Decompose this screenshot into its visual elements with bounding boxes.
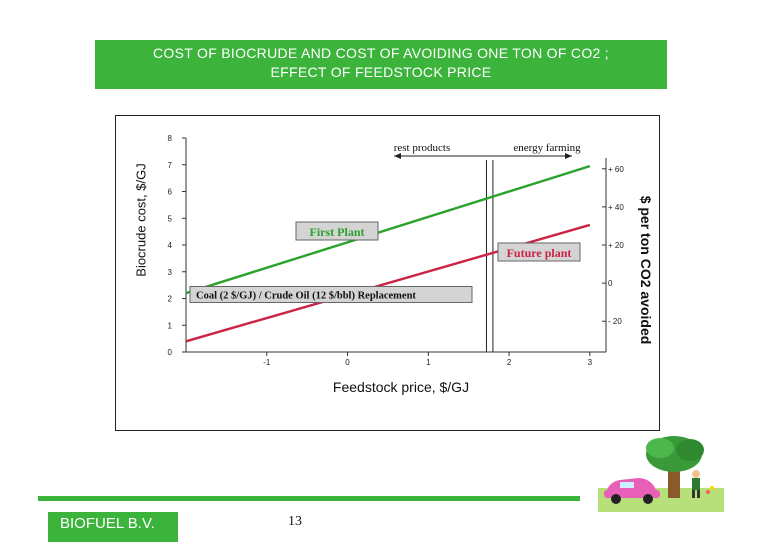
y-tick-label: 2: [168, 295, 173, 304]
y2-tick-label: - 20: [608, 317, 622, 326]
reference-label-box: [189, 285, 473, 303]
title-line-2: EFFECT OF FEEDSTOCK PRICE: [270, 64, 492, 80]
y-tick-label: 4: [168, 241, 173, 250]
series-label-future-plant: Future plant: [507, 246, 572, 260]
company-name: BIOFUEL B.V.: [48, 512, 178, 542]
car-and-tree-clipart-icon: [598, 432, 724, 512]
y-tick-label: 8: [168, 134, 173, 143]
region-label-rest-products: rest products: [394, 142, 451, 154]
series-line-future-plant: [185, 223, 591, 343]
y2-tick-label: + 40: [608, 203, 624, 212]
y-axis-label: Biocrude cost, $/GJ: [133, 163, 149, 277]
series-line-first-plant: [185, 164, 591, 295]
x-tick-label: 0: [345, 358, 350, 367]
y2-tick-label: 0: [608, 279, 613, 288]
region-label-energy-farming: energy farming: [513, 142, 581, 154]
reference-label: Coal (2 $/GJ) / Crude Oil (12 $/bbl) Rep…: [196, 290, 416, 301]
chart-axes: 0 1 2 3 4 5 6 7 8 -1 0 1 2 3 - 20 0 + 20 + 40 + 60: [168, 134, 625, 367]
series-label-first-plant-box: [295, 221, 379, 241]
chart-panel: [115, 115, 660, 431]
title-banner: COST OF BIOCRUDE AND COST OF AVOIDING ON…: [95, 40, 667, 89]
page-number: 13: [288, 514, 302, 529]
y2-tick-label: + 20: [608, 241, 624, 250]
x-tick-label: 2: [507, 358, 512, 367]
y-tick-label: 1: [168, 321, 173, 330]
x-axis-label: Feedstock price, $/GJ: [332, 379, 470, 395]
footer-rule: [38, 496, 580, 501]
y-tick-label: 6: [168, 188, 173, 197]
region-arrowhead-right: [565, 153, 572, 159]
chart-marks: rest products energy farming First Plant Fu…: [185, 142, 591, 352]
y2-axis-label: $ per ton CO2 avoided: [638, 195, 654, 345]
y-tick-label: 7: [168, 161, 173, 170]
region-arrowhead-left: [394, 153, 401, 159]
x-tick-label: -1: [263, 358, 271, 367]
x-tick-label: 1: [426, 358, 431, 367]
y2-tick-label: + 60: [608, 165, 624, 174]
series-label-future-plant-box: [497, 242, 581, 262]
title-line-1: COST OF BIOCRUDE AND COST OF AVOIDING ON…: [153, 45, 609, 61]
y-tick-label: 3: [168, 268, 173, 277]
y-tick-label: 5: [168, 214, 173, 223]
x-tick-label: 3: [588, 358, 593, 367]
y-tick-label: 0: [168, 348, 173, 357]
series-label-first-plant: First Plant: [310, 225, 365, 239]
